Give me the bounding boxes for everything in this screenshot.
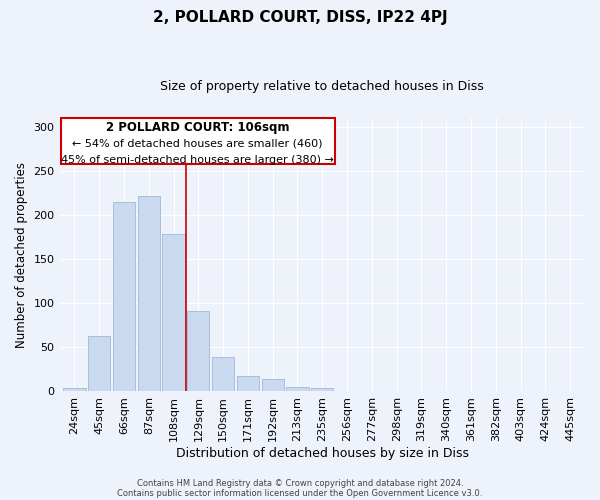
- Bar: [559, 390, 581, 392]
- Bar: [361, 390, 383, 392]
- Text: 2 POLLARD COURT: 106sqm: 2 POLLARD COURT: 106sqm: [106, 120, 289, 134]
- Bar: [237, 376, 259, 392]
- Bar: [262, 379, 284, 392]
- Title: Size of property relative to detached houses in Diss: Size of property relative to detached ho…: [160, 80, 484, 93]
- Text: ← 54% of detached houses are smaller (460): ← 54% of detached houses are smaller (46…: [73, 138, 323, 148]
- Bar: [212, 357, 234, 392]
- FancyBboxPatch shape: [61, 118, 335, 164]
- Bar: [163, 234, 185, 392]
- Bar: [311, 388, 334, 392]
- X-axis label: Distribution of detached houses by size in Diss: Distribution of detached houses by size …: [176, 447, 469, 460]
- Bar: [286, 387, 308, 392]
- Text: Contains public sector information licensed under the Open Government Licence v3: Contains public sector information licen…: [118, 488, 482, 498]
- Text: 2, POLLARD COURT, DISS, IP22 4PJ: 2, POLLARD COURT, DISS, IP22 4PJ: [152, 10, 448, 25]
- Bar: [187, 311, 209, 392]
- Y-axis label: Number of detached properties: Number of detached properties: [15, 162, 28, 348]
- Text: Contains HM Land Registry data © Crown copyright and database right 2024.: Contains HM Land Registry data © Crown c…: [137, 478, 463, 488]
- Bar: [113, 202, 135, 392]
- Bar: [63, 388, 86, 392]
- Bar: [137, 196, 160, 392]
- Bar: [88, 336, 110, 392]
- Text: 45% of semi-detached houses are larger (380) →: 45% of semi-detached houses are larger (…: [61, 154, 334, 164]
